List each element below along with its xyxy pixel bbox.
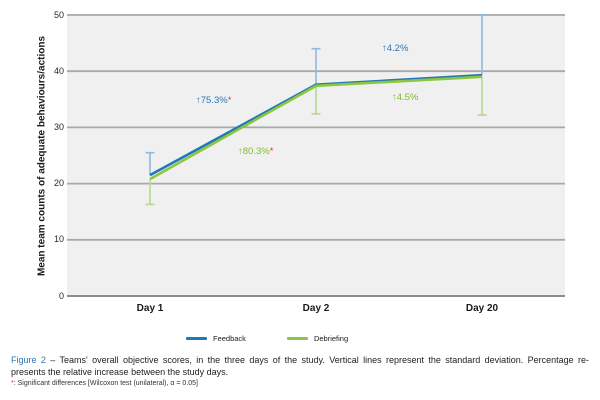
y-tick-label-30: 30 <box>53 122 64 132</box>
y-tick-label-50: 50 <box>53 10 64 20</box>
annotation-feedback-day1-day2: ↑75.3%* <box>196 95 231 106</box>
caption-line-2: presents the relative increase between t… <box>11 366 229 377</box>
y-tick-label-20: 20 <box>53 178 64 188</box>
annotation-value: 80.3% <box>242 146 270 157</box>
legend-item-feedback: Feedback <box>186 334 246 343</box>
legend-label: Debriefing <box>313 334 349 343</box>
feedback-line-swatch-icon <box>186 337 207 340</box>
legend-label: Feedback <box>213 334 246 343</box>
up-arrow-icon: ↑ <box>196 95 201 106</box>
x-axis-label-day20: Day 20 <box>465 303 499 314</box>
annotation-value: 4.2% <box>386 43 409 54</box>
x-axis-label-day2: Day 2 <box>302 303 330 314</box>
figure-caption: Figure 2 – Teams' overall objective scor… <box>11 355 589 378</box>
annotation-value: 4.5% <box>396 92 419 103</box>
debriefing-line-swatch-icon <box>286 337 308 340</box>
up-arrow-icon: ↑ <box>392 92 397 103</box>
y-tick-label-10: 10 <box>53 234 64 244</box>
significance-asterisk: * <box>11 380 14 387</box>
up-arrow-icon: ↑ <box>238 146 243 157</box>
plot-area <box>67 14 565 297</box>
figure-label: Figure 2 <box>11 355 46 365</box>
caption-line-1: Figure 2 – Teams' overall objective scor… <box>11 355 589 367</box>
caption-text: – Teams' overall objective scores, in th… <box>45 355 589 365</box>
legend-item-debriefing: Debriefing <box>286 334 349 343</box>
footnote: *: Significant differences [Wilcoxon tes… <box>11 380 198 387</box>
significance-asterisk: * <box>269 146 274 157</box>
annotation-feedback-day2-day20: ↑4.2% <box>382 43 408 54</box>
annotation-debriefing-day1-day2: ↑80.3%* <box>238 146 273 157</box>
y-tick-label-40: 40 <box>53 66 64 76</box>
chart-legend: Feedback Debriefing <box>186 334 348 343</box>
significance-asterisk: * <box>227 95 232 106</box>
up-arrow-icon: ↑ <box>382 43 387 54</box>
line-chart-canvas <box>67 14 565 297</box>
footnote-text: : Significant differences [Wilcoxon test… <box>13 380 198 387</box>
y-tick-label-0: 0 <box>58 291 64 301</box>
x-axis-label-day1: Day 1 <box>136 303 164 314</box>
annotation-debriefing-day2-day20: ↑4.5% <box>392 92 418 103</box>
annotation-value: 75.3% <box>200 95 228 106</box>
